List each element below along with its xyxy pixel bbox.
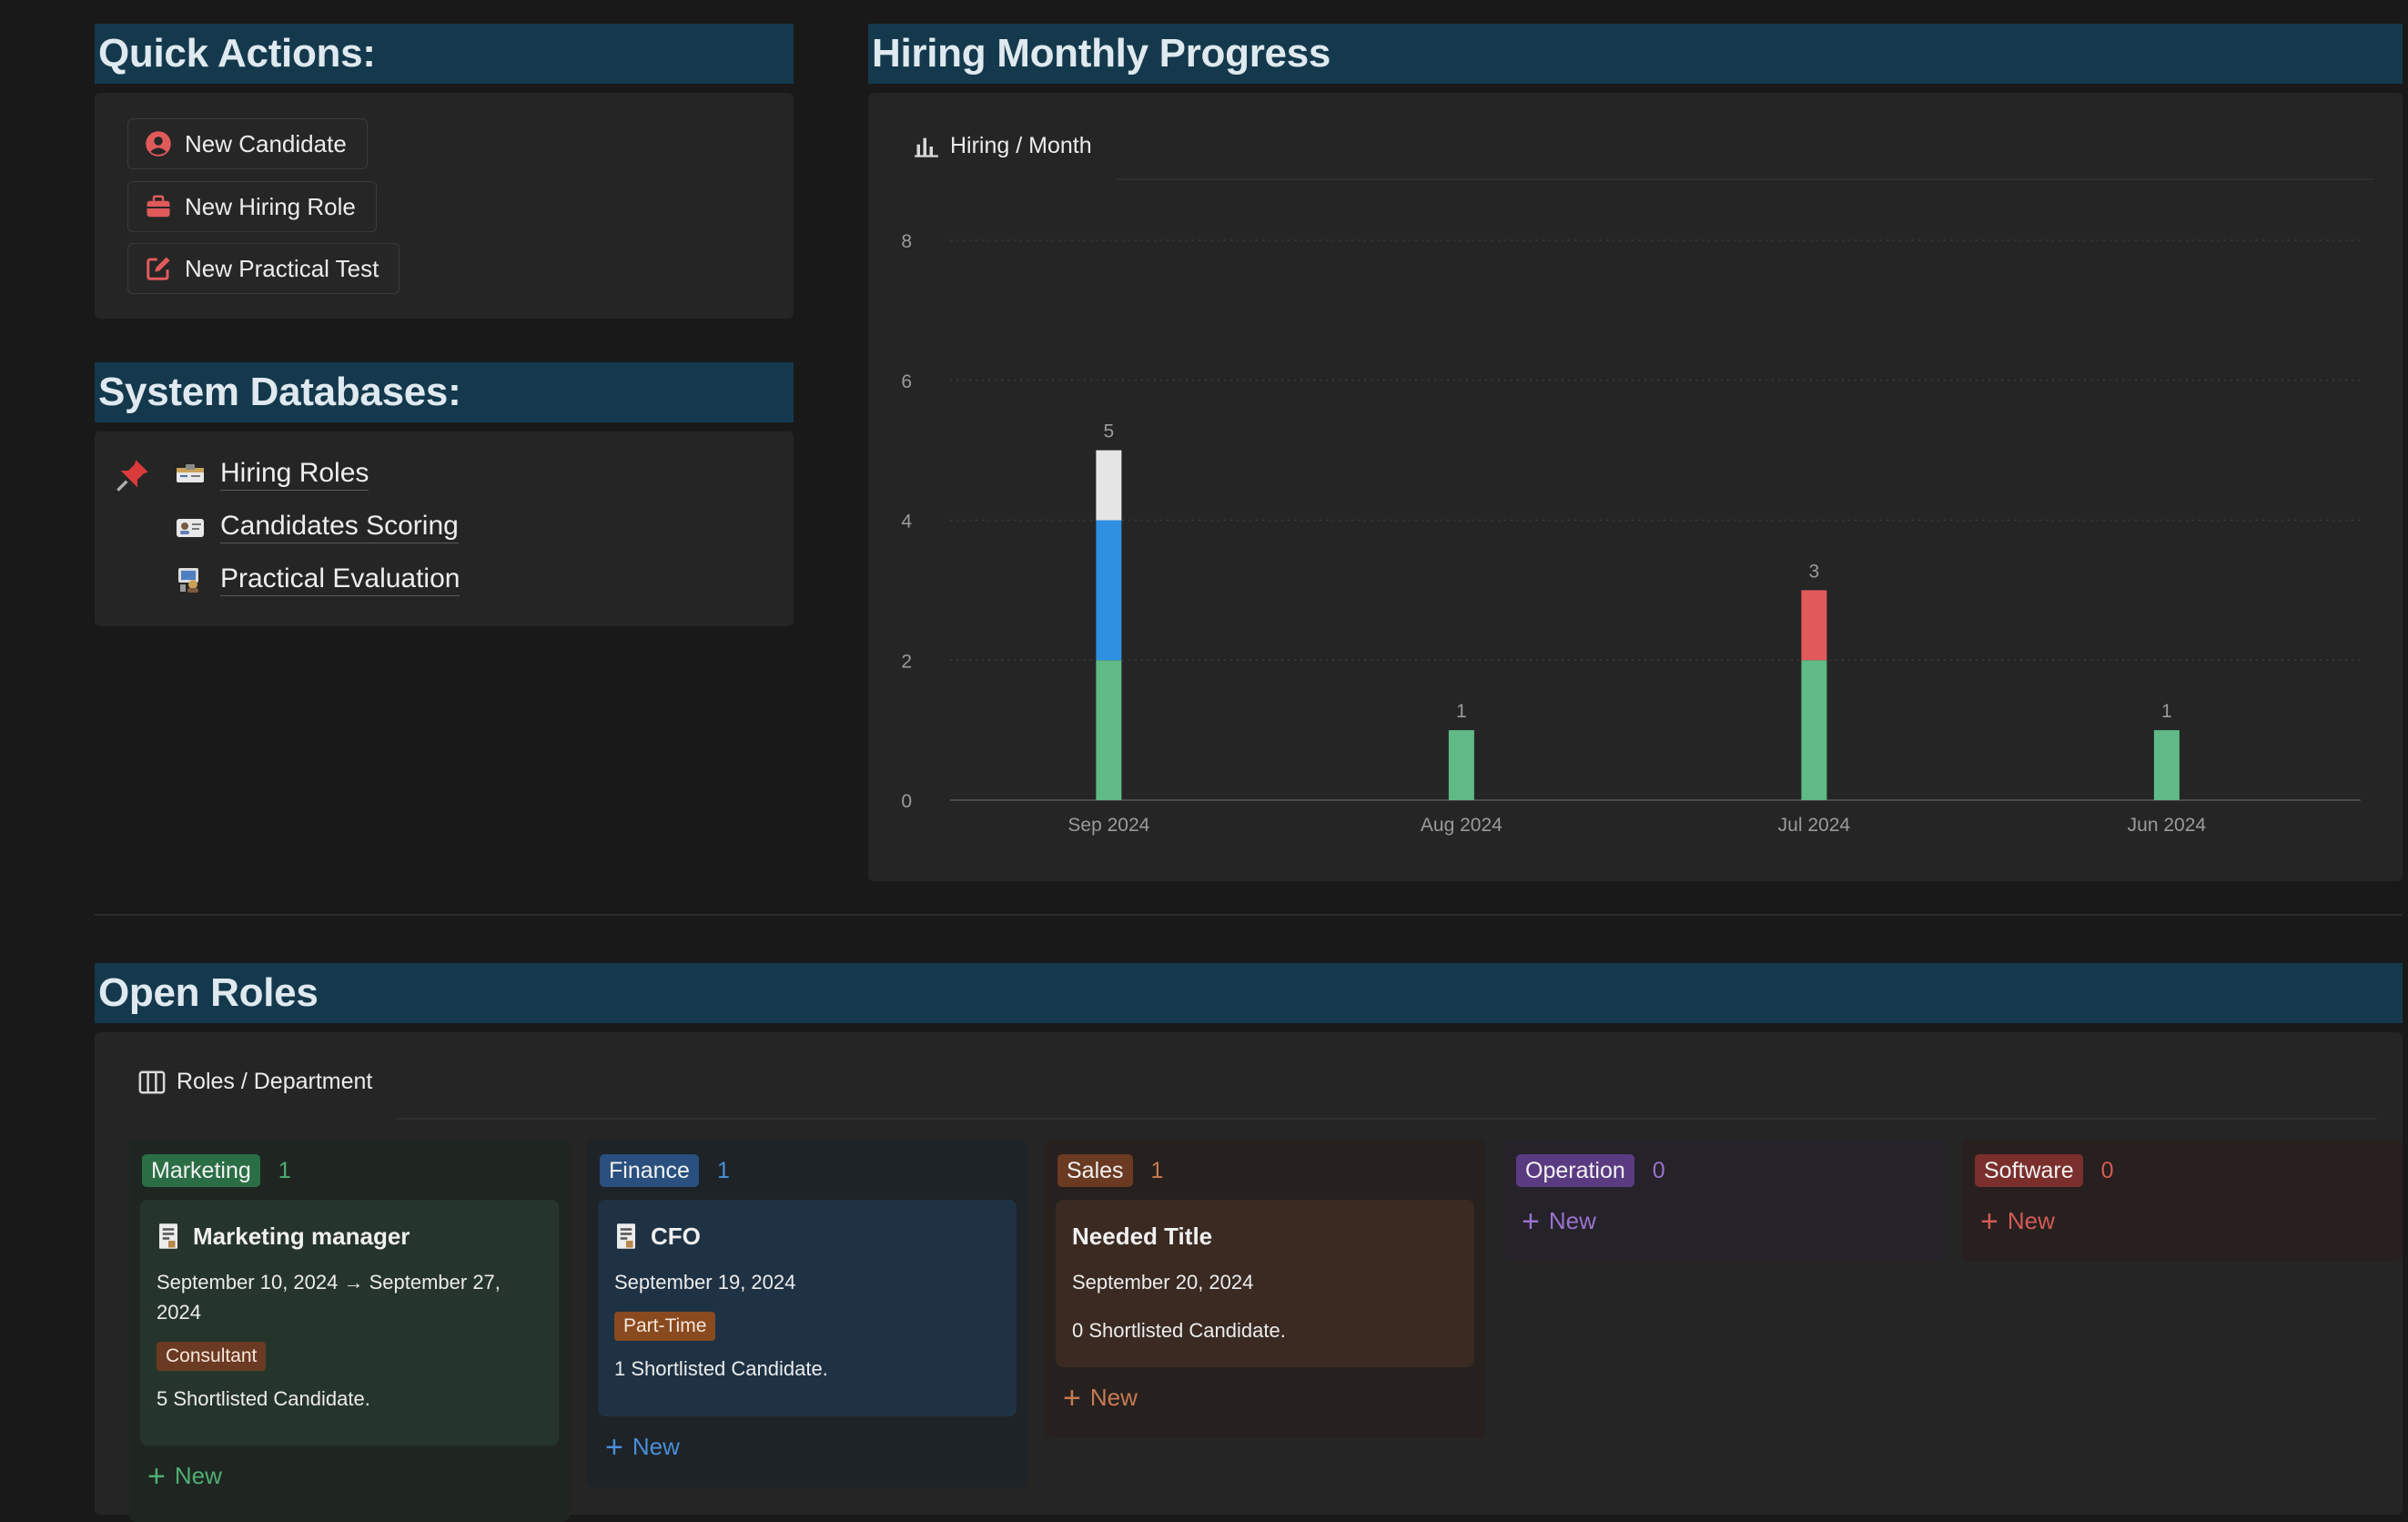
bar-total-label: 3: [1809, 561, 1820, 582]
x-tick-label: Jul 2024: [1778, 815, 1851, 836]
role-card-shortlisted: 0 Shortlisted Candidate.: [1072, 1319, 1286, 1342]
board-column-sales: Sales 1 Needed Title September 20, 2024 …: [1045, 1140, 1485, 1438]
quick-actions-title: Quick Actions:: [95, 24, 794, 84]
role-card-title: CFO: [651, 1222, 701, 1250]
system-databases-panel: Hiring Roles Candidates Scoring Practica…: [95, 431, 794, 626]
role-card[interactable]: Marketing manager September 10, 2024 → S…: [140, 1200, 559, 1446]
person-circle-icon: [146, 131, 171, 157]
evaluation-icon: [178, 567, 198, 593]
board-column-software: Software 0 + New: [1962, 1140, 2403, 1262]
roles-department-view-label: Roles / Department: [177, 1069, 373, 1094]
new-candidate-button[interactable]: New Candidate: [127, 118, 368, 169]
board-column-finance: Finance 1 CFO September 19, 2024 Part-Ti…: [587, 1140, 1027, 1487]
scoring-card-icon: [177, 518, 204, 537]
pushpin-icon: [116, 460, 148, 492]
bar-segment: [1448, 730, 1474, 800]
document-icon: [617, 1223, 635, 1249]
column-count-software: 0: [2100, 1157, 2114, 1183]
role-card[interactable]: CFO September 19, 2024 Part-Time 1 Short…: [598, 1200, 1017, 1416]
bar-segment: [1096, 520, 1122, 661]
x-tick-label: Aug 2024: [1421, 815, 1502, 836]
open-roles-title: Open Roles: [95, 963, 2403, 1023]
new-card-button-software[interactable]: + New: [1980, 1203, 2055, 1239]
role-card[interactable]: Needed Title September 20, 2024 0 Shortl…: [1056, 1200, 1474, 1367]
system-databases-title: System Databases:: [95, 362, 794, 422]
plus-icon: +: [1522, 1203, 1540, 1239]
new-hiring-role-button[interactable]: New Hiring Role: [127, 181, 377, 232]
role-card-date: September 19, 2024: [614, 1271, 796, 1294]
board-view-divider: [397, 1118, 2377, 1120]
plus-icon: +: [147, 1458, 166, 1494]
db-practical-evaluation[interactable]: Practical Evaluation: [175, 563, 460, 596]
chart-view-divider: [1116, 178, 2373, 180]
bar-total-label: 1: [2161, 701, 2172, 722]
column-count-finance: 1: [716, 1157, 730, 1183]
bar-segment: [1096, 450, 1122, 521]
roles-department-view-tab[interactable]: Roles / Department: [138, 1069, 372, 1095]
y-tick-label: 4: [901, 512, 912, 533]
hiring-chart-panel: Hiring / Month 0 2 4 6 8 5 Sep 2024 1 Aug 2024 3 J…: [868, 93, 2403, 881]
db-candidates-scoring[interactable]: Candidates Scoring: [175, 510, 459, 543]
new-hiring-role-label: New Hiring Role: [185, 192, 356, 220]
column-tag-software: Software: [1975, 1154, 2083, 1187]
role-card-title: Marketing manager: [193, 1222, 410, 1250]
bar-total-label: 5: [1104, 421, 1115, 442]
bar-chart-icon: [915, 137, 938, 157]
id-card-icon: [177, 463, 204, 482]
hiring-month-view-tab[interactable]: Hiring / Month: [914, 133, 1092, 159]
board-column-marketing: Marketing 1 Marketing manager September …: [129, 1140, 570, 1522]
plus-icon: +: [605, 1429, 623, 1465]
column-count-marketing: 1: [278, 1157, 291, 1183]
column-count-operation: 0: [1652, 1157, 1665, 1183]
y-tick-label: 2: [901, 651, 912, 672]
y-tick-label: 0: [901, 791, 912, 812]
x-tick-label: Jun 2024: [2128, 815, 2207, 836]
y-tick-label: 6: [901, 371, 912, 392]
bar-segment: [2153, 730, 2180, 800]
db-candidates-scoring-label: Candidates Scoring: [220, 510, 459, 543]
role-card-shortlisted: 1 Shortlisted Candidate.: [614, 1357, 828, 1380]
column-tag-sales: Sales: [1057, 1154, 1133, 1187]
new-practical-test-button[interactable]: New Practical Test: [127, 243, 400, 294]
new-card-button-sales[interactable]: + New: [1063, 1380, 1138, 1415]
x-tick-label: Sep 2024: [1067, 815, 1149, 836]
bar-segment: [1096, 660, 1122, 800]
bar-segment: [1801, 590, 1827, 661]
role-card-title: Needed Title: [1072, 1222, 1213, 1250]
hiring-month-bar-chart: 0 2 4 6 8 5 Sep 2024 1 Aug 2024 3 Jul 2024 1 Jun 202…: [901, 231, 2361, 836]
section-divider: [95, 914, 2403, 916]
board-column-operation: Operation 0 + New: [1503, 1140, 1944, 1262]
column-count-sales: 1: [1150, 1157, 1164, 1183]
role-card-date: September 10, 2024 → September 27, 2024: [157, 1271, 501, 1324]
quick-actions-panel: New Candidate New Hiring Role New Practi…: [95, 93, 794, 319]
column-tag-operation: Operation: [1516, 1154, 1634, 1187]
hiring-progress-title: Hiring Monthly Progress: [868, 24, 2403, 84]
db-hiring-roles-label: Hiring Roles: [220, 457, 369, 491]
y-tick-label: 8: [901, 231, 912, 252]
role-card-type-tag: Part-Time: [614, 1312, 716, 1341]
role-card-type-tag: Consultant: [157, 1342, 267, 1371]
new-candidate-label: New Candidate: [185, 129, 347, 157]
role-card-date: September 20, 2024: [1072, 1271, 1254, 1294]
new-card-button-marketing[interactable]: + New: [147, 1458, 222, 1494]
column-tag-finance: Finance: [600, 1154, 699, 1187]
board-icon: [138, 1070, 166, 1093]
edit-square-icon: [147, 257, 170, 280]
hiring-month-view-label: Hiring / Month: [950, 133, 1092, 158]
column-tag-marketing: Marketing: [142, 1154, 260, 1187]
db-hiring-roles[interactable]: Hiring Roles: [175, 457, 369, 491]
bar-total-label: 1: [1456, 701, 1467, 722]
plus-icon: +: [1063, 1380, 1081, 1415]
briefcase-icon: [147, 195, 170, 218]
bar-segment: [1801, 660, 1827, 800]
new-practical-test-label: New Practical Test: [185, 254, 379, 282]
new-card-button-finance[interactable]: + New: [605, 1429, 680, 1465]
db-practical-evaluation-label: Practical Evaluation: [220, 563, 460, 596]
plus-icon: +: [1980, 1203, 1998, 1239]
document-icon: [159, 1223, 177, 1249]
role-card-shortlisted: 5 Shortlisted Candidate.: [157, 1387, 370, 1410]
new-card-button-operation[interactable]: + New: [1522, 1203, 1596, 1239]
